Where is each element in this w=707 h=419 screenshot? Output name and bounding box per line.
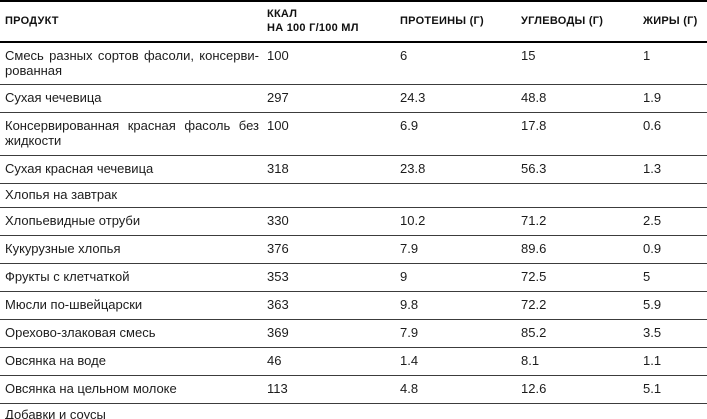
fat-cell: 5.9 xyxy=(643,291,707,320)
product-cell: Хлопьевидные отруби xyxy=(0,207,267,237)
table-row: Овсянка на цельном молоке 113 4.8 12.6 5.1 xyxy=(0,375,707,404)
fat-cell: 5 xyxy=(643,263,707,292)
carbs-cell: 17.8 xyxy=(521,112,643,157)
table-row: Фрукты с клетчаткой 353 9 72.5 5 xyxy=(0,263,707,292)
protein-cell: 7.9 xyxy=(400,319,521,348)
table-row: Хлопьевидные отруби 330 10.2 71.2 2.5 xyxy=(0,207,707,237)
protein-cell: 7.9 xyxy=(400,235,521,265)
section-label: Хлопья на завтрак xyxy=(0,183,707,209)
column-header-kcal: ККАЛ НА 100 Г/100 МЛ xyxy=(267,0,400,43)
product-cell: Сухая красная чечевица xyxy=(0,155,267,185)
fat-cell: 1.9 xyxy=(643,84,707,114)
product-cell: Мюсли по-швейцарски xyxy=(0,291,267,320)
carbs-cell: 48.8 xyxy=(521,84,643,114)
product-cell: Фрукты с клетчаткой xyxy=(0,263,267,292)
product-cell: Кукурузные хлопья xyxy=(0,235,267,265)
protein-cell: 4.8 xyxy=(400,375,521,404)
product-cell: Консервированная красная фасоль без жидк… xyxy=(0,112,267,157)
protein-cell: 24.3 xyxy=(400,84,521,114)
fat-cell: 2.5 xyxy=(643,207,707,237)
kcal-cell: 100 xyxy=(267,41,400,86)
protein-cell: 9.8 xyxy=(400,291,521,320)
fat-cell: 0.9 xyxy=(643,235,707,265)
protein-cell: 6 xyxy=(400,41,521,86)
table-row: Сухая чечевица 297 24.3 48.8 1.9 xyxy=(0,84,707,114)
section-row: Добавки и соусы xyxy=(0,403,707,419)
carbs-cell: 72.5 xyxy=(521,263,643,292)
table-row: Овсянка на воде 46 1.4 8.1 1.1 xyxy=(0,347,707,376)
protein-cell: 23.8 xyxy=(400,155,521,185)
kcal-cell: 100 xyxy=(267,112,400,157)
carbs-cell: 8.1 xyxy=(521,347,643,376)
fat-cell: 0.6 xyxy=(643,112,707,157)
protein-cell: 1.4 xyxy=(400,347,521,376)
product-cell: Сухая чечевица xyxy=(0,84,267,114)
protein-cell: 6.9 xyxy=(400,112,521,157)
table-row: Консервированная красная фасоль без жидк… xyxy=(0,112,707,157)
product-cell: Орехово-злаковая смесь xyxy=(0,319,267,348)
section-row: Хлопья на завтрак xyxy=(0,183,707,209)
table-row: Кукурузные хлопья 376 7.9 89.6 0.9 xyxy=(0,235,707,265)
column-header-product: ПРОДУКТ xyxy=(0,0,267,43)
fat-cell: 5.1 xyxy=(643,375,707,404)
kcal-cell: 369 xyxy=(267,319,400,348)
table-row: Мюсли по-швейцарски 363 9.8 72.2 5.9 xyxy=(0,291,707,320)
section-label: Добавки и соусы xyxy=(0,403,707,419)
kcal-cell: 376 xyxy=(267,235,400,265)
protein-cell: 10.2 xyxy=(400,207,521,237)
carbs-cell: 56.3 xyxy=(521,155,643,185)
kcal-cell: 353 xyxy=(267,263,400,292)
column-header-carbs: УГЛЕВОДЫ (Г) xyxy=(521,0,643,43)
kcal-cell: 363 xyxy=(267,291,400,320)
fat-cell: 1.3 xyxy=(643,155,707,185)
kcal-cell: 46 xyxy=(267,347,400,376)
carbs-cell: 72.2 xyxy=(521,291,643,320)
carbs-cell: 12.6 xyxy=(521,375,643,404)
kcal-cell: 330 xyxy=(267,207,400,237)
table-row: Смесь разных сортов фасоли, консерви- ро… xyxy=(0,41,707,86)
column-header-fat: ЖИРЫ (Г) xyxy=(643,0,707,43)
product-cell: Смесь разных сортов фасоли, консерви- ро… xyxy=(0,41,267,86)
product-cell: Овсянка на цельном молоке xyxy=(0,375,267,404)
carbs-cell: 15 xyxy=(521,41,643,86)
kcal-cell: 113 xyxy=(267,375,400,404)
carbs-cell: 85.2 xyxy=(521,319,643,348)
kcal-cell: 297 xyxy=(267,84,400,114)
fat-cell: 1 xyxy=(643,41,707,86)
fat-cell: 1.1 xyxy=(643,347,707,376)
kcal-cell: 318 xyxy=(267,155,400,185)
column-header-protein: ПРОТЕИНЫ (Г) xyxy=(400,0,521,43)
table-row: Сухая красная чечевица 318 23.8 56.3 1.3 xyxy=(0,155,707,185)
fat-cell: 3.5 xyxy=(643,319,707,348)
protein-cell: 9 xyxy=(400,263,521,292)
table-row: Орехово-злаковая смесь 369 7.9 85.2 3.5 xyxy=(0,319,707,348)
carbs-cell: 89.6 xyxy=(521,235,643,265)
carbs-cell: 71.2 xyxy=(521,207,643,237)
product-cell: Овсянка на воде xyxy=(0,347,267,376)
header-row: ПРОДУКТ ККАЛ НА 100 Г/100 МЛ ПРОТЕИНЫ (Г… xyxy=(0,0,707,43)
